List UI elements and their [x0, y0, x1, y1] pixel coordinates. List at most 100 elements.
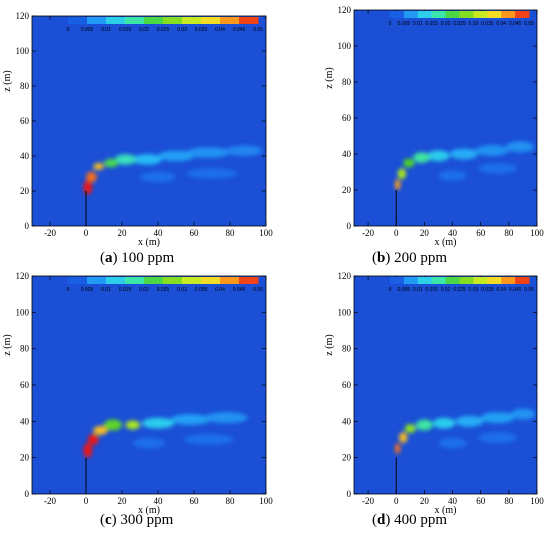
y-tick-label: 40	[20, 416, 30, 426]
colorbar-segment	[125, 17, 145, 24]
plume-blob	[86, 171, 97, 183]
colorbar-tick-label: 0.035	[481, 287, 494, 293]
caption-b: (b) 200 ppm	[372, 250, 448, 266]
x-tick-label: 20	[420, 228, 430, 238]
colorbar-tick-label: 0.02	[139, 27, 149, 33]
x-tick-label: 40	[154, 496, 164, 506]
caption-c: (c) 300 ppm	[100, 512, 174, 528]
y-tick-label: 20	[20, 453, 30, 463]
plume-blob	[438, 170, 467, 182]
x-tick-label: 80	[226, 228, 236, 238]
colorbar-tick-label: 0.015	[119, 287, 132, 293]
caption-a: (a) 100 ppm	[100, 250, 175, 266]
plume-blob	[397, 168, 407, 180]
colorbar-segment	[163, 277, 183, 284]
colorbar-tick-label: 0.01	[413, 287, 423, 293]
colorbar-segment	[431, 277, 447, 284]
x-tick-label: 100	[259, 496, 273, 506]
x-tick-label: 80	[504, 228, 514, 238]
colorbar-segment	[144, 277, 164, 284]
x-tick-label: 80	[226, 496, 236, 506]
x-tick-label: 20	[118, 228, 128, 238]
x-axis-label: x (m)	[435, 237, 457, 248]
plume-blob	[394, 179, 401, 191]
y-axis-label: z (m)	[2, 70, 13, 91]
plume-blob	[438, 437, 467, 449]
plume-blob	[413, 152, 431, 164]
colorbar-tick-label: 0.035	[481, 21, 494, 27]
plume-blob	[477, 432, 518, 444]
x-tick-label: 100	[530, 228, 544, 238]
colorbar-segment	[201, 277, 221, 284]
colorbar-tick-label: 0.05	[524, 287, 534, 293]
colorbar-segment	[487, 11, 502, 18]
y-tick-label: 120	[16, 11, 30, 21]
colorbar-tick-label: 0.035	[195, 27, 208, 33]
plume-blob	[141, 417, 175, 429]
y-tick-label: 20	[342, 453, 352, 463]
y-tick-label: 80	[342, 77, 352, 87]
colorbar-tick-label: 0.005	[398, 287, 411, 293]
colorbar-tick-label: 0.01	[413, 21, 423, 27]
y-tick-label: 100	[338, 307, 352, 317]
colorbar-tick-label: 0.005	[81, 287, 94, 293]
colorbar-tick-label: 0.015	[119, 27, 132, 33]
colorbar-tick-label: 0.03	[469, 21, 479, 27]
plume-field	[394, 408, 536, 455]
plot-background	[354, 10, 537, 226]
colorbar-segment	[239, 17, 259, 24]
plume-blob	[186, 147, 230, 158]
y-tick-label: 40	[342, 149, 352, 159]
plume-blob	[132, 154, 162, 165]
plume-blob	[432, 417, 456, 429]
x-tick-label: -20	[44, 496, 56, 506]
plume-blob	[114, 154, 137, 165]
colorbar-tick-label: 0.01	[101, 27, 111, 33]
y-tick-label: 60	[342, 113, 352, 123]
colorbar-segment	[501, 277, 516, 284]
y-tick-label: 120	[338, 271, 352, 281]
colorbar-segment	[106, 277, 126, 284]
colorbar-tick-label: 0	[67, 27, 70, 33]
colorbar-tick-label: 0	[389, 21, 392, 27]
y-tick-label: 20	[342, 185, 352, 195]
colorbar-segment	[515, 277, 530, 284]
panel-d: -20 0 20 40 60 80 100 0 20 40 60 80 100 120 x (m) z (m)…	[324, 271, 544, 516]
colorbar-tick-label: 0.02	[139, 287, 149, 293]
plume-blob	[83, 443, 93, 458]
colorbar-segment	[163, 17, 183, 24]
plume-blob	[404, 424, 416, 434]
colorbar-tick-label: 0.02	[441, 287, 451, 293]
plume-blob	[510, 408, 536, 420]
colorbar-segment	[501, 11, 516, 18]
plume-field	[83, 412, 248, 458]
y-tick-label: 60	[342, 380, 352, 390]
colorbar-segment	[515, 11, 530, 18]
plume-blob	[132, 437, 166, 449]
plume-blob	[104, 158, 119, 168]
plot-background	[32, 276, 266, 494]
colorbar-segment	[239, 277, 259, 284]
x-tick-label: 100	[259, 228, 273, 238]
colorbar-segment	[182, 277, 202, 284]
plot-background	[354, 276, 537, 494]
plume-blob	[186, 168, 238, 179]
plume-blob	[415, 419, 433, 431]
x-tick-label: -20	[362, 496, 374, 506]
x-tick-label: 80	[504, 496, 514, 506]
plume-blob	[455, 415, 484, 427]
colorbar-tick-label: 0.015	[425, 21, 438, 27]
colorbar-tick-label: 0.015	[425, 287, 438, 293]
colorbar-tick-label: 0.025	[157, 287, 170, 293]
colorbar-segment	[220, 17, 240, 24]
x-tick-label: 20	[118, 496, 128, 506]
plume-blob	[83, 180, 93, 195]
y-tick-label: 60	[20, 380, 30, 390]
colorbar-tick-label: 0.02	[441, 21, 451, 27]
colorbar-tick-label: 0.045	[233, 287, 246, 293]
y-axis-label: z (m)	[324, 67, 335, 88]
y-tick-label: 80	[342, 344, 352, 354]
colorbar-tick-label: 0.03	[177, 27, 187, 33]
plume-blob	[399, 432, 408, 444]
